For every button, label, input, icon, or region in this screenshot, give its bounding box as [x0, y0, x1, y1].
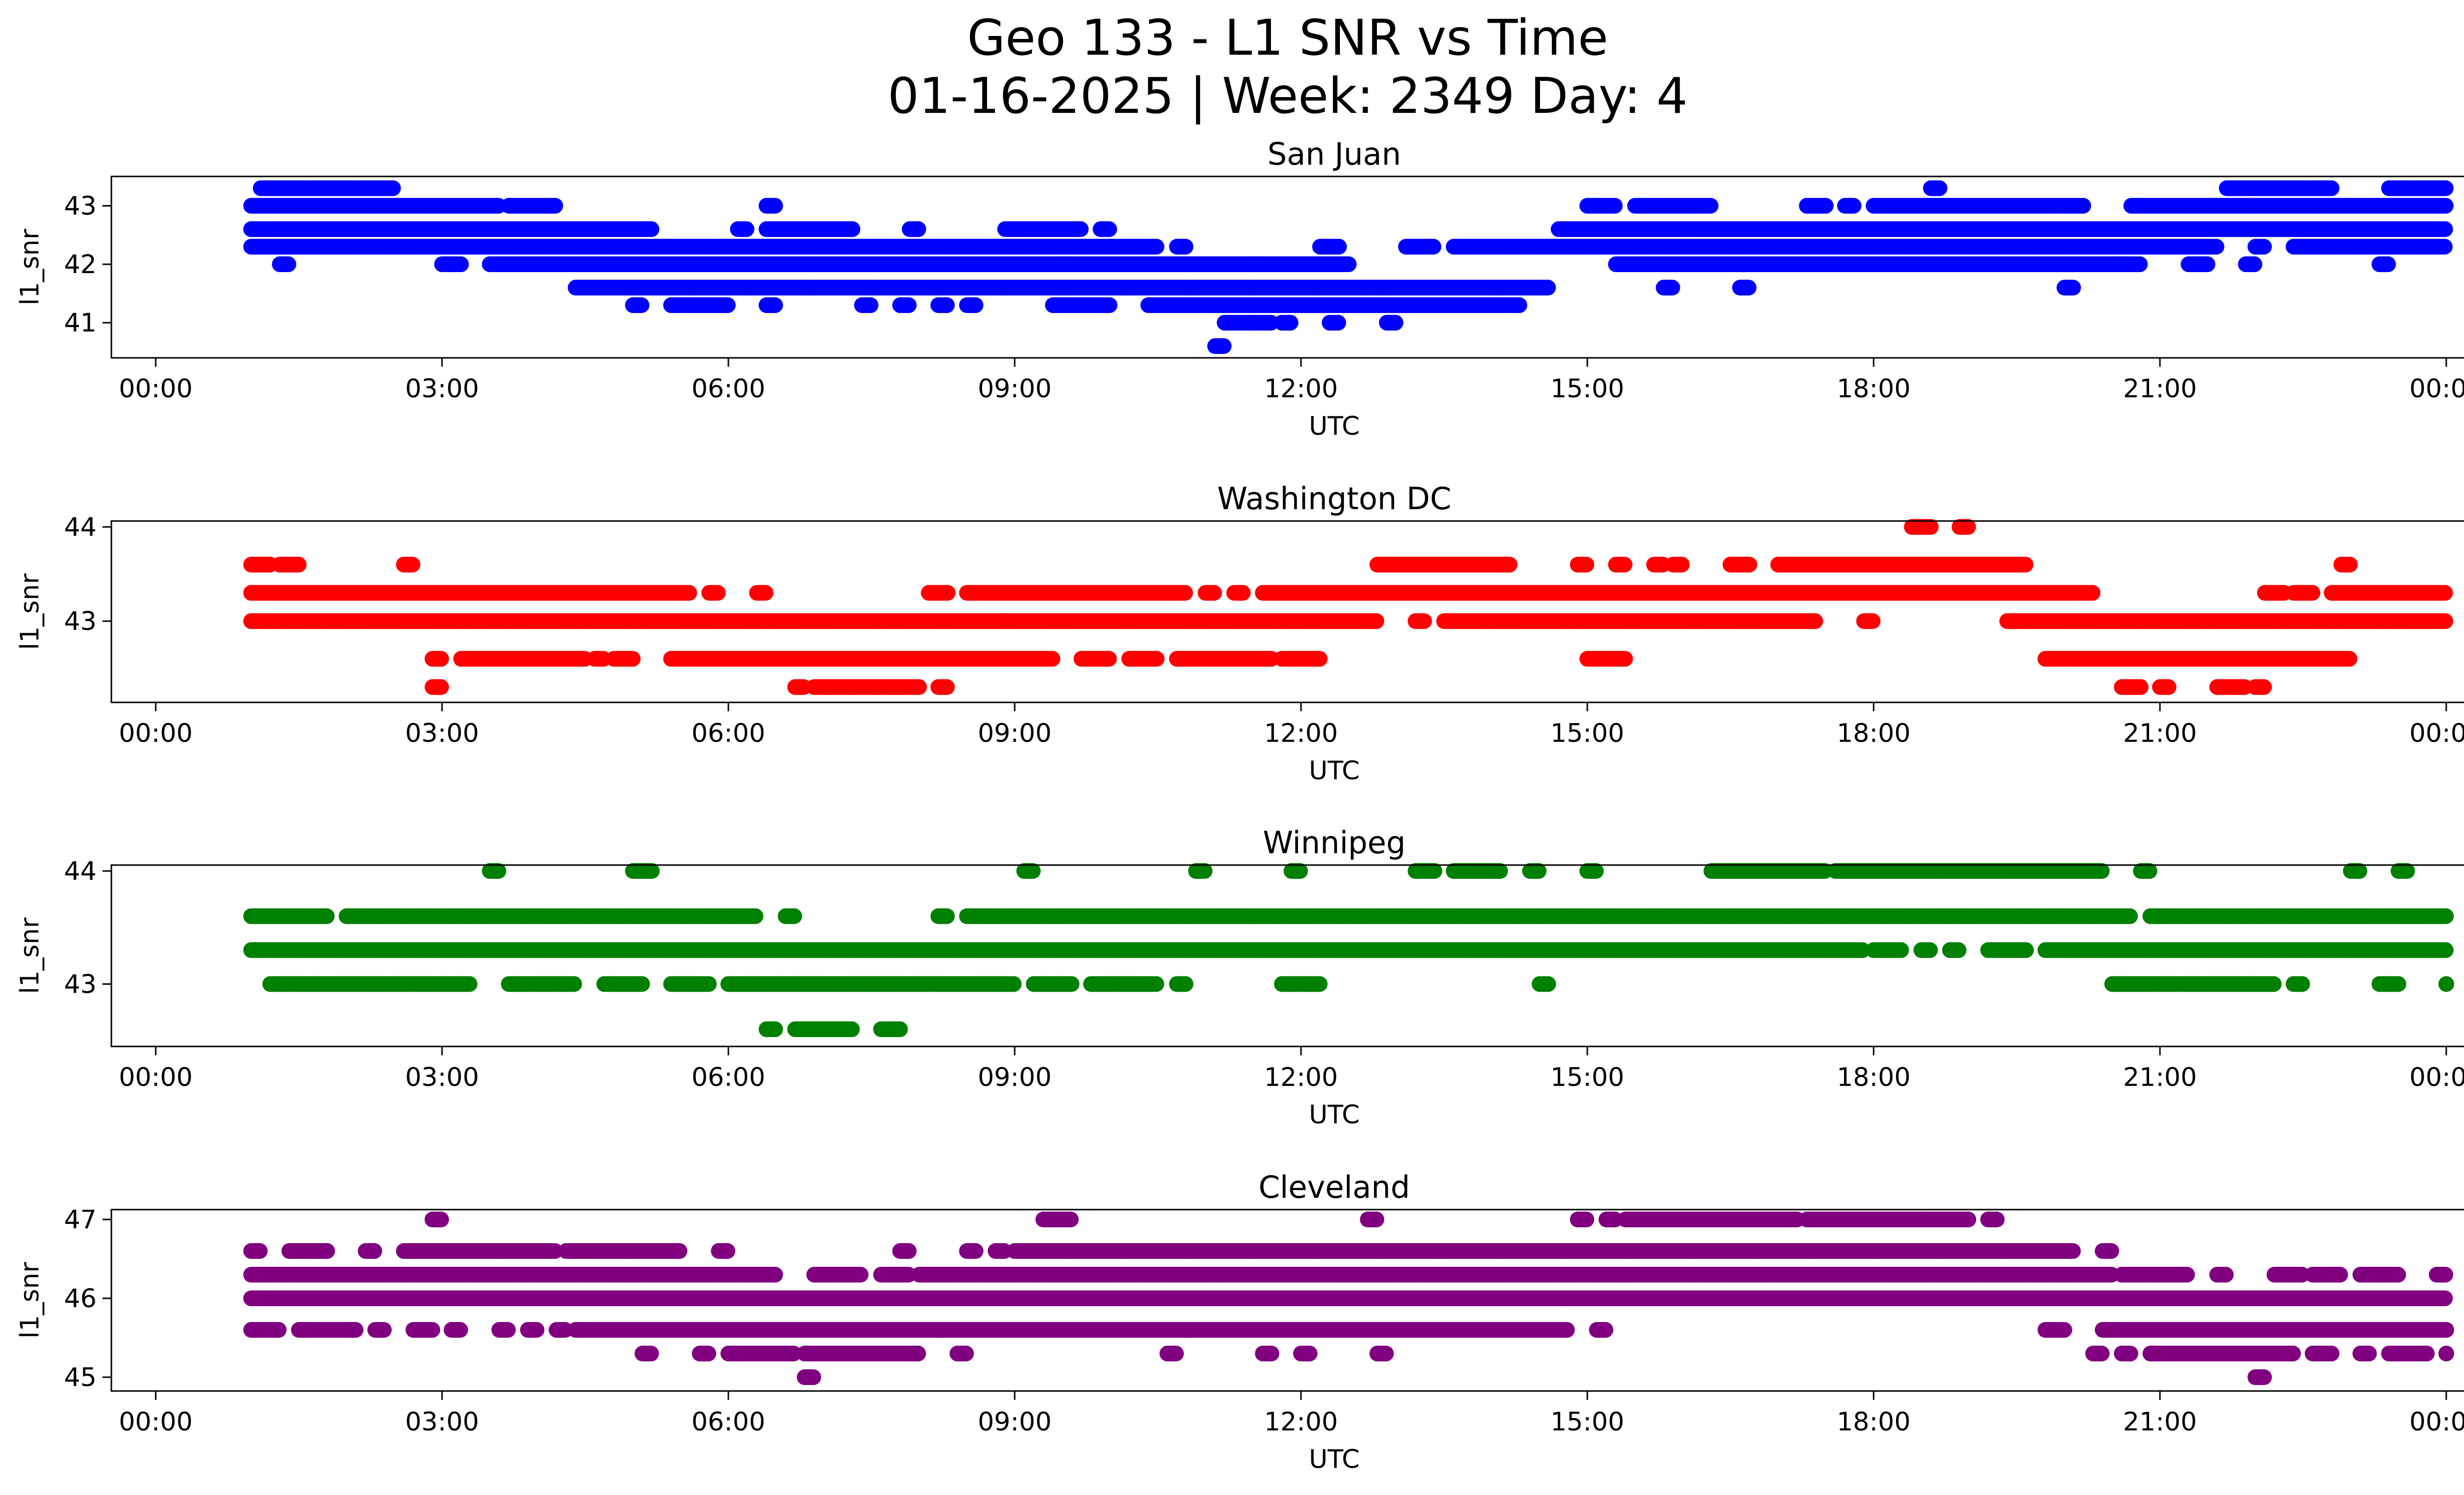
data-point — [1073, 221, 1089, 237]
data-point — [1387, 314, 1403, 331]
data-point — [1931, 180, 1948, 196]
data-point — [1148, 239, 1164, 255]
subplot-1: San Juan 00:00 03:00 06:00 09:00 12:00 15:00 18… — [15, 136, 2464, 441]
data-point — [1331, 239, 1347, 255]
x-tick-label: 09:00 — [978, 374, 1052, 404]
data-point — [844, 221, 860, 237]
x-axis-label: UTC — [1309, 412, 1360, 441]
data-point — [1282, 314, 1299, 331]
data-point — [2380, 256, 2396, 273]
figure-title: Geo 133 - L1 SNR vs Time 01-16-2025 | We… — [0, 9, 2464, 125]
data-point — [939, 297, 955, 313]
data-point — [767, 198, 783, 214]
data-point — [2324, 180, 2340, 196]
data-point — [1340, 256, 1357, 273]
x-tick-label: 06:00 — [691, 374, 765, 404]
figure-title-line1: Geo 133 - L1 SNR vs Time — [967, 9, 1608, 67]
data-point — [2065, 279, 2081, 296]
data-point — [280, 256, 297, 273]
y-tick-label: 41 — [64, 309, 97, 338]
x-tick-label: 00:00 — [119, 374, 193, 404]
data-point — [2199, 256, 2216, 273]
data-points — [243, 519, 2454, 695]
data-point — [2437, 221, 2453, 237]
data-point — [291, 556, 307, 573]
data-point — [453, 256, 469, 273]
data-point — [1511, 297, 1528, 313]
data-point — [1502, 556, 1518, 573]
data-point — [633, 297, 650, 313]
data-point — [2436, 239, 2453, 255]
data-point — [1578, 556, 1595, 573]
data-point — [967, 297, 984, 313]
data-point — [2437, 180, 2454, 196]
data-point — [2132, 256, 2148, 273]
data-point — [1216, 338, 1232, 354]
data-point — [1741, 556, 1757, 573]
data-point — [1101, 221, 1117, 237]
data-point — [2246, 256, 2262, 273]
data-point — [1846, 198, 1862, 214]
data-point — [547, 198, 563, 214]
y-axis-label: l1_snr — [15, 229, 45, 306]
data-point — [1674, 556, 1690, 573]
y-tick-label: 42 — [64, 250, 97, 279]
y-tick-label: 43 — [64, 191, 97, 221]
data-point — [719, 297, 736, 313]
data-point — [643, 221, 659, 237]
data-point — [1741, 279, 1757, 296]
data-point — [910, 221, 926, 237]
data-points — [243, 180, 2454, 354]
data-point — [1330, 314, 1346, 331]
x-tick-label: 21:00 — [2123, 374, 2197, 404]
data-point — [1540, 279, 1556, 296]
data-point — [2437, 198, 2454, 214]
data-point — [901, 297, 917, 313]
x-tick-label: 00:00 — [2409, 374, 2464, 404]
data-point — [1177, 239, 1194, 255]
x-tick-label: 18:00 — [1837, 374, 1911, 404]
x-tick-label: 03:00 — [405, 374, 479, 404]
data-point — [862, 297, 879, 313]
subplot-title: San Juan — [1267, 136, 1401, 172]
data-point — [2208, 239, 2224, 255]
data-point — [2075, 198, 2091, 214]
data-point — [2018, 556, 2034, 573]
figure-title-line2: 01-16-2025 | Week: 2349 Day: 4 — [888, 67, 1688, 125]
data-point — [2256, 239, 2272, 255]
data-point — [1607, 198, 1623, 214]
x-tick-label: 15:00 — [1550, 374, 1624, 404]
data-point — [1664, 279, 1680, 296]
data-point — [767, 297, 783, 313]
data-point — [1101, 297, 1118, 313]
data-point — [1817, 198, 1834, 214]
data-point — [385, 180, 401, 196]
data-point — [738, 221, 754, 237]
data-point — [404, 556, 420, 573]
data-point — [2342, 556, 2358, 573]
data-point — [1425, 239, 1441, 255]
x-tick-label: 12:00 — [1264, 374, 1338, 404]
data-point — [1616, 556, 1633, 573]
data-point — [1703, 198, 1719, 214]
